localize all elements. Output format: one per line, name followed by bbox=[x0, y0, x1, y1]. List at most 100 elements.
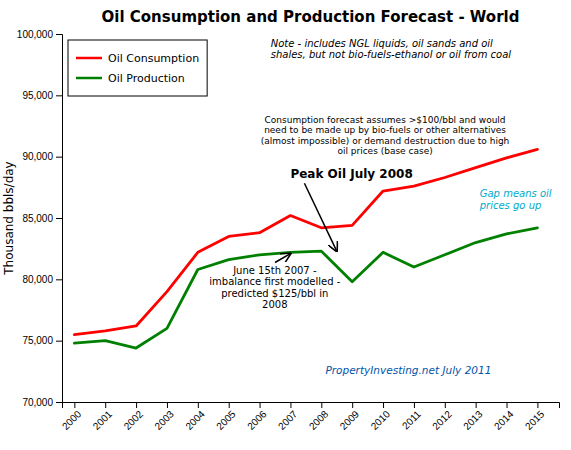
x-tick: 2008 bbox=[307, 402, 331, 432]
y-tick: 90,000 bbox=[22, 151, 62, 162]
x-tick-label: 2009 bbox=[338, 408, 362, 432]
series-line bbox=[74, 149, 537, 334]
annotation-line: 2008 bbox=[262, 299, 287, 310]
y-axis: 70,000 75,000 80,000 85,000 90,000 95,000 100,… bbox=[17, 29, 63, 408]
y-tick-label: 85,000 bbox=[22, 213, 53, 224]
y-tick: 70,000 bbox=[22, 397, 62, 408]
x-tick-mark bbox=[105, 402, 106, 408]
legend-item: Oil Production bbox=[76, 72, 185, 85]
y-tick-mark bbox=[56, 95, 62, 96]
legend-swatch bbox=[76, 57, 102, 60]
y-axis-line bbox=[56, 35, 63, 403]
annotation-line: need to be made up by bio-fuels or other… bbox=[264, 125, 506, 135]
y-tick: 80,000 bbox=[22, 274, 62, 285]
x-tick-label: 2000 bbox=[60, 408, 84, 432]
y-tick-mark bbox=[56, 218, 62, 219]
x-tick-mark bbox=[507, 402, 508, 408]
x-axis-line bbox=[63, 403, 560, 409]
y-tick-label: 100,000 bbox=[17, 29, 54, 40]
x-tick: 2003 bbox=[152, 402, 176, 432]
y-tick-label: 95,000 bbox=[22, 90, 53, 101]
x-tick: 2010 bbox=[369, 402, 393, 432]
x-tick-mark bbox=[74, 402, 75, 408]
y-tick-mark bbox=[56, 157, 62, 158]
x-tick: 2009 bbox=[338, 402, 362, 432]
x-tick-mark bbox=[537, 402, 538, 408]
y-tick: 85,000 bbox=[22, 213, 62, 224]
annotation-line: June 15th 2007 - bbox=[232, 265, 317, 276]
annotation: June 15th 2007 -imbalance first modelled… bbox=[209, 265, 340, 311]
y-tick-mark bbox=[56, 341, 62, 342]
x-tick-mark bbox=[414, 402, 415, 408]
annotation: Peak Oil July 2008 bbox=[290, 167, 412, 181]
x-tick-label: 2015 bbox=[523, 408, 547, 432]
x-tick-label: 2006 bbox=[245, 408, 269, 432]
annotation-line: imbalance first modelled - bbox=[209, 276, 340, 287]
x-tick-mark bbox=[445, 402, 446, 408]
x-tick-label: 2012 bbox=[430, 408, 454, 432]
x-tick-mark bbox=[383, 402, 384, 408]
y-tick-mark bbox=[56, 279, 62, 280]
series-group bbox=[74, 149, 537, 348]
x-tick: 2000 bbox=[60, 402, 84, 432]
x-axis: 2000 2001 20022003 2004 2005 2006 2007 2008 2009… bbox=[60, 402, 560, 432]
x-tick-label: 2007 bbox=[276, 408, 300, 432]
annotation: PropertyInvesting.net July 2011 bbox=[325, 364, 491, 376]
x-tick: 2011 bbox=[400, 402, 423, 431]
y-tick-label: 75,000 bbox=[22, 335, 53, 346]
x-tick: 2005 bbox=[214, 402, 238, 432]
annotations: Note - includes NGL liquids, oil sands a… bbox=[209, 38, 551, 377]
y-tick: 95,000 bbox=[22, 90, 62, 101]
x-tick: 2014 bbox=[492, 402, 516, 432]
x-tick: 2002 bbox=[122, 402, 146, 432]
x-tick-label: 2010 bbox=[369, 408, 393, 432]
annotation-arrow bbox=[275, 254, 290, 263]
x-tick: 2004 bbox=[183, 402, 207, 432]
annotation-line: predicted $125/bbl in bbox=[221, 288, 328, 299]
series-line bbox=[74, 228, 537, 348]
x-tick-mark bbox=[352, 402, 353, 408]
x-tick: 2013 bbox=[461, 402, 485, 432]
x-tick-label: 2014 bbox=[492, 408, 516, 432]
x-tick-mark bbox=[167, 402, 168, 408]
legend-items: Oil Consumption Oil Production bbox=[76, 52, 199, 85]
x-tick-mark bbox=[290, 402, 291, 408]
x-tick: 2015 bbox=[523, 402, 547, 432]
annotation: Consumption forecast assumes >$100/bbl a… bbox=[261, 115, 510, 156]
annotation-line: Peak Oil July 2008 bbox=[290, 167, 412, 181]
annotation-line: Note - includes NGL liquids, oil sands a… bbox=[271, 38, 493, 49]
annotation-line: oil prices (base case) bbox=[337, 146, 432, 156]
x-tick-label: 2005 bbox=[214, 408, 238, 432]
chart-title: Oil Consumption and Production Forecast … bbox=[102, 8, 520, 26]
y-tick-mark bbox=[56, 402, 62, 403]
annotation: Gap means oilprices go up bbox=[479, 188, 552, 211]
x-tick-mark bbox=[260, 402, 261, 408]
x-tick: 2001 bbox=[91, 402, 115, 432]
x-tick-mark bbox=[229, 402, 230, 408]
y-tick-label: 80,000 bbox=[22, 274, 53, 285]
x-tick-mark bbox=[321, 402, 322, 408]
legend-item: Oil Consumption bbox=[76, 52, 199, 65]
x-tick-label: 2004 bbox=[183, 408, 207, 432]
y-tick-label: 70,000 bbox=[22, 397, 53, 408]
x-tick-mark bbox=[198, 402, 199, 408]
y-axis-title: Thousand bbls/day bbox=[2, 161, 16, 275]
annotation-line: (almost impossible) or demand destructio… bbox=[261, 136, 510, 146]
legend: Oil Consumption Oil Production bbox=[68, 40, 207, 96]
legend-label: Oil Production bbox=[108, 72, 185, 85]
legend-swatch bbox=[76, 77, 102, 80]
chart: 2000 2001 20022003 2004 2005 2006 2007 2008 2009… bbox=[0, 0, 571, 450]
annotation-arrow bbox=[304, 183, 336, 251]
annotation-line: Consumption forecast assumes >$100/bbl a… bbox=[265, 115, 506, 125]
annotation-line: prices go up bbox=[479, 200, 542, 211]
x-tick-label: 2002 bbox=[122, 408, 146, 432]
x-tick-label: 2013 bbox=[461, 408, 485, 432]
x-tick: 2006 bbox=[245, 402, 269, 432]
y-tick: 100,000 bbox=[17, 29, 62, 40]
x-tick-label: 2001 bbox=[91, 408, 115, 432]
legend-label: Oil Consumption bbox=[108, 52, 199, 65]
annotation: Note - includes NGL liquids, oil sands a… bbox=[271, 38, 512, 61]
x-tick: 2007 bbox=[276, 402, 300, 432]
x-tick-label: 2011 bbox=[400, 408, 423, 431]
legend-frame bbox=[68, 40, 207, 96]
